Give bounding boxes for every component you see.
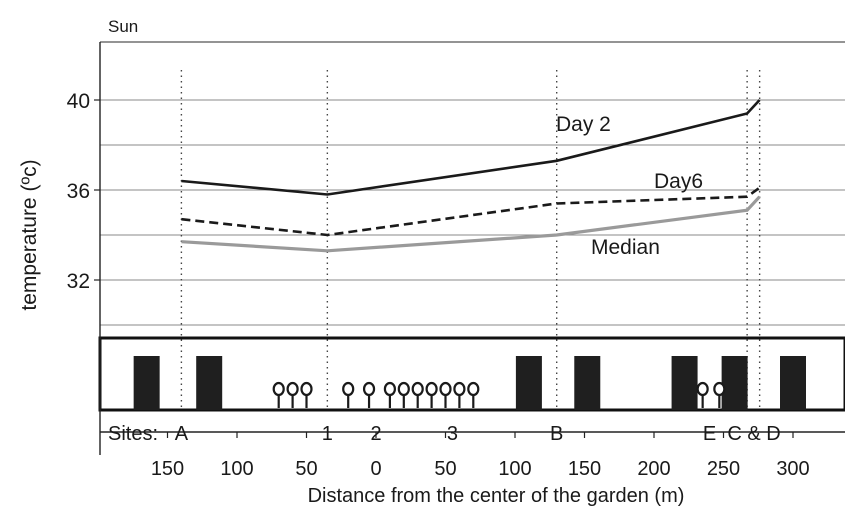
tree-icon xyxy=(342,381,355,408)
x-tick-label: 200 xyxy=(637,458,670,480)
tree-icon xyxy=(411,381,424,408)
x-tick-label: 150 xyxy=(151,458,184,480)
x-tick-label: 50 xyxy=(295,458,317,480)
y-tick-label: 32 xyxy=(67,270,90,293)
building-block xyxy=(780,356,806,410)
tree-icon xyxy=(713,381,726,408)
series-label-day6: Day6 xyxy=(654,170,703,193)
tree-icon xyxy=(439,381,452,408)
site-label: C & D xyxy=(727,423,780,445)
tree-icon xyxy=(383,381,396,408)
building-block xyxy=(133,356,160,410)
x-tick-label: 0 xyxy=(370,458,381,480)
site-label: A xyxy=(175,423,189,445)
gridlines xyxy=(100,70,845,410)
tree-icon xyxy=(300,381,313,408)
building-block xyxy=(671,356,698,410)
site-label: 1 xyxy=(322,423,333,445)
series-line-median xyxy=(181,195,761,253)
sites-label: Sites: xyxy=(108,423,158,445)
tree-icon xyxy=(397,381,410,408)
site-label: B xyxy=(550,423,563,445)
y-axis-label: temperature (ºc) xyxy=(18,159,41,310)
x-tick-label: 100 xyxy=(498,458,531,480)
building-block xyxy=(574,356,601,410)
series-lines xyxy=(181,99,761,253)
tree-icon xyxy=(453,381,466,408)
series-label-day2: Day 2 xyxy=(556,113,611,136)
tree-icon xyxy=(272,381,285,408)
tree-icon xyxy=(467,381,480,408)
x-tick-label: 150 xyxy=(568,458,601,480)
x-tick-label: 50 xyxy=(434,458,456,480)
series-label-median: Median xyxy=(591,236,660,259)
y-tick-label: 40 xyxy=(67,90,90,113)
series-line-day2 xyxy=(181,99,761,196)
series-line-day6 xyxy=(181,186,761,237)
x-tick-label: 250 xyxy=(707,458,740,480)
tree-icon xyxy=(362,381,376,408)
building-block xyxy=(515,356,542,410)
x-tick-label: 100 xyxy=(220,458,253,480)
building-block xyxy=(721,356,748,410)
site-strip xyxy=(98,336,845,412)
panel-label: Sun xyxy=(108,17,138,36)
tree-icon xyxy=(286,381,299,408)
tree-icon xyxy=(696,381,709,408)
y-tick-label: 36 xyxy=(67,180,90,203)
site-label: E xyxy=(703,423,716,445)
site-label: 3 xyxy=(447,423,458,445)
x-tick-label: 300 xyxy=(776,458,809,480)
tree-icon xyxy=(425,381,438,408)
building-block xyxy=(196,356,223,410)
x-axis-label: Distance from the center of the garden (… xyxy=(308,485,685,507)
